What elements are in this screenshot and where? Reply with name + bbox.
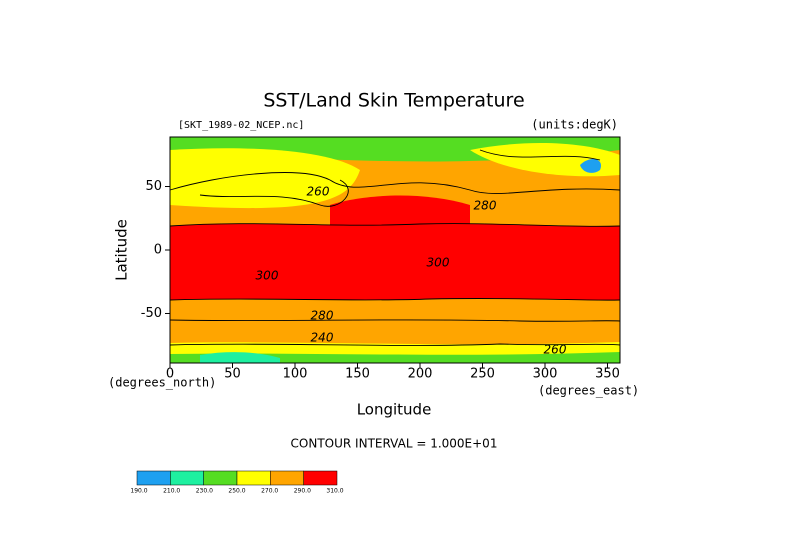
x-tick-label: 300 [533, 367, 558, 382]
x-axis-label: Longitude [357, 401, 432, 419]
colorbar-label: 270.0 [261, 488, 278, 495]
contour-line [169, 319, 621, 322]
colorbar-label: 190.0 [130, 488, 147, 495]
temperature-field [170, 137, 620, 363]
colorbar-label: 250.0 [228, 488, 245, 495]
contour-line [169, 297, 621, 301]
contour-lines [169, 149, 621, 346]
contour-label: 280 [311, 309, 334, 323]
contour-label: 240 [311, 331, 334, 345]
temperature-region [200, 352, 280, 363]
colorbar-swatch [270, 470, 304, 486]
contour-interval: CONTOUR INTERVAL = 1.000E+01 [291, 437, 498, 451]
y-tick-label: 0 [154, 243, 162, 258]
contour-line [169, 223, 621, 227]
colorbar-swatch [170, 470, 204, 486]
x-tick-label: 250 [470, 367, 495, 382]
x-tick-label: 200 [408, 367, 433, 382]
y-units: (degrees_north) [108, 376, 216, 390]
contour-label: 280 [474, 199, 497, 213]
x-tick-label: 350 [595, 367, 620, 382]
temperature-region [580, 158, 601, 173]
contour-label: 260 [544, 343, 567, 357]
x-tick-label: 150 [345, 367, 370, 382]
x-tick-label: 0 [166, 367, 174, 382]
colorbar-swatch [236, 470, 271, 486]
subtitle-right: (units:degK) [531, 118, 618, 132]
contour-line [479, 149, 601, 161]
subtitle-left: [SKT_1989-02_NCEP.nc] [178, 120, 304, 131]
chart-title: SST/Land Skin Temperature [263, 90, 524, 112]
colorbar-label: 310.0 [326, 488, 343, 495]
contour-line [199, 179, 349, 207]
colorbar-swatch [136, 470, 171, 486]
x-tick-label: 50 [224, 367, 241, 382]
contour-label: 260 [307, 185, 330, 199]
y-tick-label: -50 [141, 306, 162, 321]
colorbar-label: 290.0 [294, 488, 311, 495]
colorbar-label: 230.0 [196, 488, 213, 495]
contour-line [169, 343, 621, 346]
temperature-region [170, 148, 360, 209]
colorbar-swatch [203, 470, 238, 486]
contour-label: 300 [427, 256, 450, 270]
x-tick-label: 100 [283, 367, 308, 382]
temperature-region [330, 195, 470, 226]
colorbar-swatch [303, 470, 338, 486]
y-axis-label: Latitude [113, 219, 131, 281]
temperature-region [170, 342, 620, 355]
x-units: (degrees_east) [538, 384, 639, 398]
temperature-region [170, 223, 620, 301]
contour-label: 300 [256, 269, 279, 283]
contour-line [169, 172, 621, 194]
colorbar-label: 210.0 [163, 488, 180, 495]
y-tick-label: 50 [145, 179, 162, 194]
